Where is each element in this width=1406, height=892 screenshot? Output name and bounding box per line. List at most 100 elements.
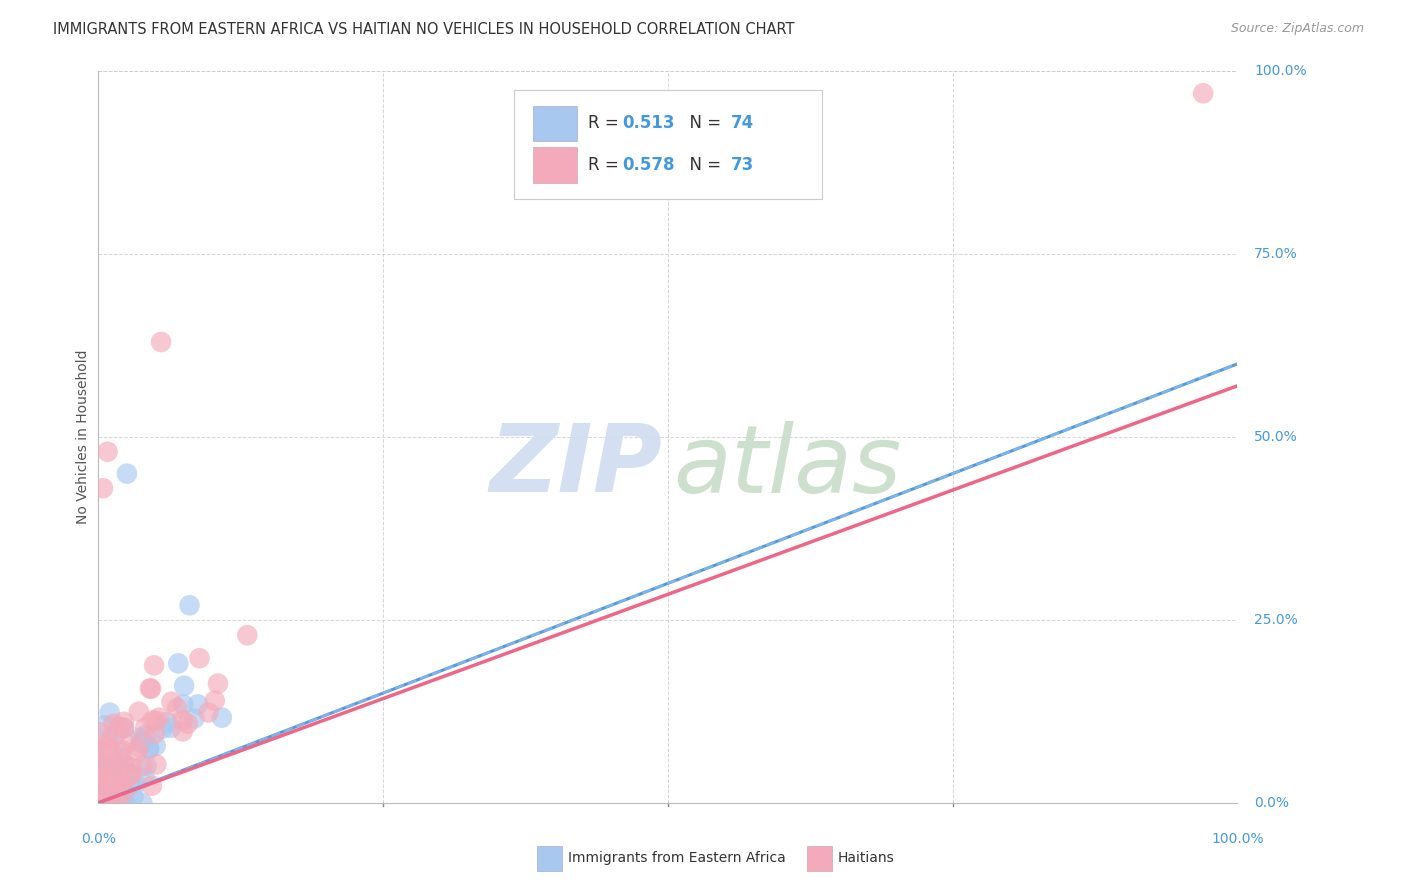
Point bbox=[122, 789, 145, 804]
Point bbox=[94, 743, 117, 757]
Text: N =: N = bbox=[679, 156, 727, 174]
Point bbox=[145, 757, 167, 772]
Point bbox=[114, 796, 136, 810]
Point bbox=[93, 718, 115, 732]
Point bbox=[96, 780, 118, 794]
Point bbox=[98, 796, 121, 810]
Point bbox=[110, 745, 132, 759]
Point bbox=[183, 712, 205, 726]
Point bbox=[91, 774, 114, 789]
Point bbox=[129, 731, 152, 745]
Point bbox=[96, 774, 118, 789]
Point bbox=[236, 628, 259, 642]
Point bbox=[131, 796, 153, 810]
Point bbox=[91, 481, 114, 495]
Point bbox=[101, 780, 124, 795]
Point bbox=[112, 721, 135, 735]
Point bbox=[90, 745, 112, 759]
Point bbox=[104, 770, 127, 784]
Point bbox=[112, 721, 135, 735]
Point bbox=[118, 765, 141, 780]
Point bbox=[111, 779, 134, 793]
Point bbox=[108, 796, 131, 810]
Point bbox=[87, 796, 110, 810]
Point bbox=[108, 758, 131, 772]
FancyBboxPatch shape bbox=[537, 846, 562, 871]
Point bbox=[89, 785, 111, 799]
Point bbox=[138, 741, 160, 756]
FancyBboxPatch shape bbox=[515, 90, 821, 200]
Point bbox=[207, 676, 229, 690]
Point bbox=[176, 716, 198, 731]
Point bbox=[100, 785, 122, 799]
Point bbox=[120, 760, 142, 774]
Point bbox=[131, 759, 153, 773]
Text: R =: R = bbox=[588, 114, 624, 132]
Point bbox=[94, 789, 117, 803]
Point bbox=[97, 776, 120, 790]
Point bbox=[98, 796, 121, 810]
Point bbox=[108, 723, 131, 737]
Point bbox=[87, 796, 110, 810]
Point bbox=[127, 745, 149, 759]
Point bbox=[108, 780, 131, 795]
Point bbox=[94, 753, 117, 767]
FancyBboxPatch shape bbox=[807, 846, 832, 871]
Point bbox=[89, 725, 111, 739]
Point bbox=[97, 768, 120, 782]
Text: 0.0%: 0.0% bbox=[1254, 796, 1289, 810]
Point bbox=[139, 681, 162, 696]
Point bbox=[152, 722, 174, 736]
Point bbox=[120, 768, 142, 782]
Point bbox=[179, 599, 201, 613]
Point bbox=[101, 746, 124, 760]
FancyBboxPatch shape bbox=[533, 106, 576, 141]
Point bbox=[93, 783, 115, 797]
Point bbox=[141, 714, 163, 728]
Point bbox=[188, 651, 211, 665]
Point bbox=[108, 751, 131, 765]
Point bbox=[93, 796, 115, 810]
Point bbox=[115, 467, 138, 481]
FancyBboxPatch shape bbox=[533, 147, 576, 183]
Text: 74: 74 bbox=[731, 114, 754, 132]
Point bbox=[98, 706, 121, 720]
Point bbox=[96, 738, 118, 752]
Text: 0.0%: 0.0% bbox=[82, 832, 115, 846]
Point bbox=[94, 740, 117, 755]
Point bbox=[98, 750, 121, 764]
Point bbox=[90, 796, 112, 810]
Point bbox=[89, 779, 111, 793]
Point bbox=[94, 794, 117, 808]
Point bbox=[111, 743, 134, 757]
Y-axis label: No Vehicles in Household: No Vehicles in Household bbox=[76, 350, 90, 524]
Point bbox=[104, 782, 127, 797]
Point bbox=[112, 756, 135, 771]
Point bbox=[97, 733, 120, 747]
Point bbox=[128, 740, 150, 755]
Point bbox=[143, 658, 166, 673]
Point bbox=[172, 698, 194, 712]
Point bbox=[90, 778, 112, 792]
Point bbox=[100, 796, 122, 810]
Text: 100.0%: 100.0% bbox=[1211, 832, 1264, 846]
Point bbox=[114, 796, 136, 810]
Point bbox=[90, 757, 112, 772]
Point bbox=[104, 769, 127, 783]
Point bbox=[97, 796, 120, 810]
Point bbox=[91, 756, 114, 770]
Point bbox=[139, 681, 162, 696]
Point bbox=[97, 746, 120, 760]
Point bbox=[156, 714, 179, 729]
Point bbox=[91, 761, 114, 775]
Point bbox=[120, 767, 142, 781]
Point bbox=[211, 711, 233, 725]
Text: 0.578: 0.578 bbox=[623, 156, 675, 174]
Point bbox=[138, 741, 160, 756]
Point bbox=[100, 796, 122, 810]
Point bbox=[93, 796, 115, 810]
Point bbox=[204, 694, 226, 708]
Point bbox=[97, 775, 120, 789]
Point bbox=[103, 780, 125, 795]
Point bbox=[103, 730, 125, 744]
